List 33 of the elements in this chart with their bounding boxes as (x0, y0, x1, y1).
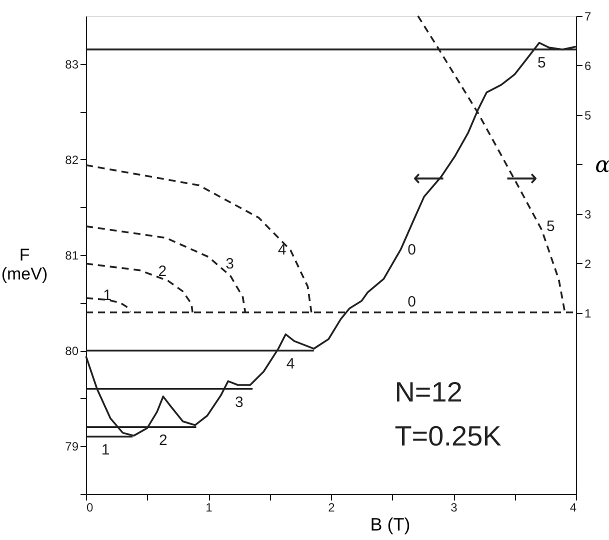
x-tick-label: 3 (450, 500, 458, 514)
annotation: 4 (278, 241, 286, 258)
x-axis-title: B (T) (370, 514, 410, 534)
annotation: 3 (234, 394, 244, 411)
annotation: 1 (103, 286, 112, 304)
y2-tick-label: 2 (584, 256, 592, 271)
y-tick-label: 80 (65, 344, 79, 358)
annotation: 3 (226, 255, 234, 272)
annotation: T=0.25K (394, 420, 502, 452)
annotation: 0 (408, 241, 416, 258)
y-tick-label: 83 (65, 57, 79, 72)
x-tick-label: 4 (570, 500, 577, 514)
y-tick-label: 79 (65, 440, 79, 454)
y2-tick-label: 1 (584, 306, 592, 320)
y-tick-label: 82 (65, 152, 79, 167)
y2-tick-label: 6 (584, 58, 592, 73)
annotation: 1 (101, 442, 110, 459)
x-tick-label: 2 (328, 500, 336, 514)
annotation: ⟶ (506, 166, 538, 191)
y-axis-title: F (meV) (1, 246, 48, 284)
annotation: 2 (159, 432, 168, 450)
y2-tick-label: 7 (584, 10, 592, 24)
y2-tick-label: 5 (584, 108, 592, 122)
x-tick-label: 1 (206, 500, 213, 514)
annotation: 5 (546, 218, 555, 236)
annotation: 0 (408, 293, 416, 310)
annotation: N=12 (394, 376, 462, 408)
annotation: 4 (286, 356, 295, 373)
annotation: 5 (538, 54, 546, 72)
x-tick-label: 0 (86, 500, 94, 514)
annotation: 2 (158, 263, 167, 280)
y-tick-label: 81 (65, 248, 79, 262)
y2-tick-label: 3 (584, 207, 592, 222)
